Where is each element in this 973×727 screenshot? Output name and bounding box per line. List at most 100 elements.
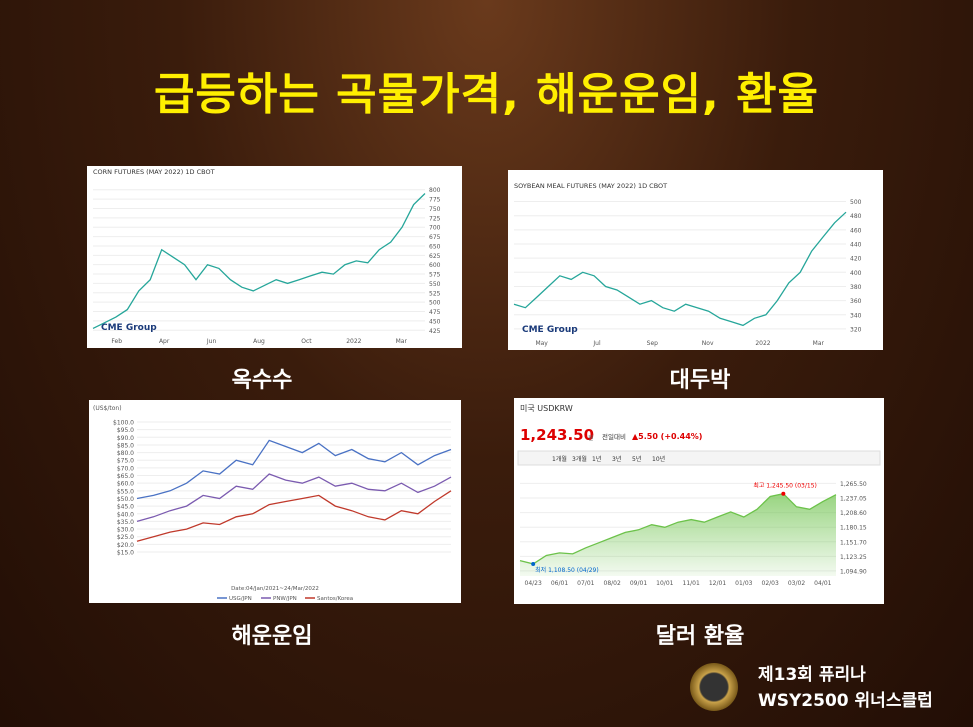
footer-line: 제13회 퓨리나 [758, 665, 866, 685]
caption: 달러 환율 [655, 624, 745, 649]
line [136, 473, 452, 523]
change: ▲5.50 (+0.44%) [632, 432, 702, 441]
x-tick-label: 10/01 [656, 580, 673, 587]
y-tick-label: 700 [429, 225, 441, 232]
x-tick-label: Aug [253, 338, 265, 345]
x-tick-label: 12/01 [709, 580, 726, 587]
min-point [531, 561, 536, 566]
y-tick-label: 500 [429, 300, 441, 307]
y-tick-label: $100.0 [113, 420, 134, 427]
panel: 320 340 360 380 400 420 440 460 480 500 May Jul Sep N… [508, 170, 883, 350]
y-tick-label: 525 [429, 290, 441, 297]
y-tick-label: 1,123.25 [840, 554, 867, 561]
y-tick-label: $55.0 [117, 488, 134, 495]
x-tick-label: 06/01 [551, 580, 568, 587]
panel: 1,094.90 1,123.25 1,151.70 1,180.15 1,208.60… [514, 398, 884, 604]
y-tick-label: $75.0 [117, 458, 134, 465]
max-label: 최고 1,245.50 (03/15) [753, 482, 817, 490]
unit-label: (US$/ton) [93, 405, 122, 412]
area [520, 493, 836, 576]
y-tick-label: 480 [850, 213, 862, 220]
logo [690, 663, 738, 711]
chart-title: SOYBEAN MEAL FUTURES (MAY 2022) 1D CBOT [514, 182, 667, 190]
x-tick-label: Mar [396, 338, 408, 345]
x-tick-label: Jul [592, 340, 601, 347]
min-label: 최저 1,108.50 (04/29) [535, 566, 599, 574]
y-tick-label: 440 [850, 242, 862, 249]
y-tick-label: 320 [850, 326, 862, 333]
y-tick-label: $50.0 [117, 496, 134, 503]
x-tick-label: May [535, 340, 548, 347]
note: Date:04/Jan/2021~24/Mar/2022 [231, 586, 319, 592]
price-unit: 원 [588, 434, 594, 442]
y-tick-label: 1,265.50 [840, 481, 867, 488]
y-tick-label: 340 [850, 312, 862, 319]
x-tick-label: 03/02 [788, 580, 805, 587]
range-button[interactable]: 1년 [592, 455, 601, 463]
y-tick-label: 475 [429, 309, 441, 316]
x-tick-label: 11/01 [683, 580, 700, 587]
footer-line: WSY2500 위너스클럽 [758, 691, 933, 711]
legend-label: Santos/Korea [317, 596, 353, 602]
chart: $15.0$20.0$25.0$30.0$35.0$40.0$45.0$50.0… [93, 405, 452, 602]
y-tick-label: 450 [429, 318, 441, 325]
x-tick-label: Jun [206, 338, 217, 345]
y-tick-label: $20.0 [117, 542, 134, 549]
change-label: 전일대비 [602, 432, 626, 441]
legend-label: USG/JPN [229, 596, 252, 602]
range-button[interactable]: 5년 [632, 455, 641, 463]
line [513, 211, 847, 327]
x-tick-label: Feb [111, 338, 122, 345]
range-button[interactable]: 10년 [652, 455, 665, 463]
y-tick-label: $40.0 [117, 511, 134, 518]
y-tick-label: $60.0 [117, 481, 134, 488]
y-tick-label: $45.0 [117, 504, 134, 511]
line [136, 439, 452, 500]
chart: 425 450 475 500 525 550 575 600 625 650 675 700 725 7… [92, 168, 441, 345]
y-tick-label: $25.0 [117, 534, 134, 541]
price: 1,243.50 [520, 426, 594, 444]
legend-label: PNW/JPN [273, 596, 297, 602]
y-tick-label: $65.0 [117, 473, 134, 480]
x-tick-label: 04/23 [525, 580, 542, 587]
x-tick-label: 09/01 [630, 580, 647, 587]
range-button[interactable]: 3개월 [572, 455, 587, 463]
max-point [781, 491, 786, 496]
x-tick-label: 07/01 [577, 580, 594, 587]
x-tick-label: Sep [647, 340, 659, 347]
panel: 425 450 475 500 525 550 575 600 625 650 675 700 725 7… [87, 166, 462, 348]
range-button[interactable]: 3년 [612, 455, 621, 463]
y-tick-label: 1,151.70 [840, 539, 867, 546]
x-tick-label: Apr [159, 338, 170, 345]
y-tick-label: 380 [850, 284, 862, 291]
y-tick-label: $85.0 [117, 442, 134, 449]
y-tick-label: 1,094.90 [840, 568, 867, 575]
x-tick-label: Oct [301, 338, 312, 345]
x-tick-label: 01/03 [735, 580, 752, 587]
y-tick-label: 675 [429, 234, 441, 241]
y-tick-label: 1,237.05 [840, 496, 867, 503]
y-tick-label: 1,208.60 [840, 510, 867, 517]
y-tick-label: 400 [850, 270, 862, 277]
line [92, 193, 426, 329]
y-tick-label: 625 [429, 253, 441, 260]
x-tick-label: Nov [702, 340, 714, 347]
caption: 해운운임 [231, 624, 313, 649]
line [136, 490, 452, 542]
y-tick-label: 360 [850, 298, 862, 305]
range-button[interactable]: 1개월 [552, 455, 567, 463]
x-tick-label: 04/01 [814, 580, 831, 587]
y-tick-label: 775 [429, 197, 441, 204]
y-tick-label: $95.0 [117, 427, 134, 434]
y-tick-label: 420 [850, 256, 862, 263]
x-tick-label: 2022 [755, 340, 770, 347]
y-tick-label: 800 [429, 187, 441, 194]
x-tick-label: 02/03 [762, 580, 779, 587]
x-tick-label: 2022 [346, 338, 361, 345]
y-tick-label: 725 [429, 215, 441, 222]
y-tick-label: 425 [429, 328, 441, 335]
slide-title: 급등하는 곡물가격, 해운운임, 환율 [153, 69, 820, 120]
chart: 1,094.90 1,123.25 1,151.70 1,180.15 1,208.60… [517, 404, 881, 587]
y-tick-label: 575 [429, 272, 441, 279]
